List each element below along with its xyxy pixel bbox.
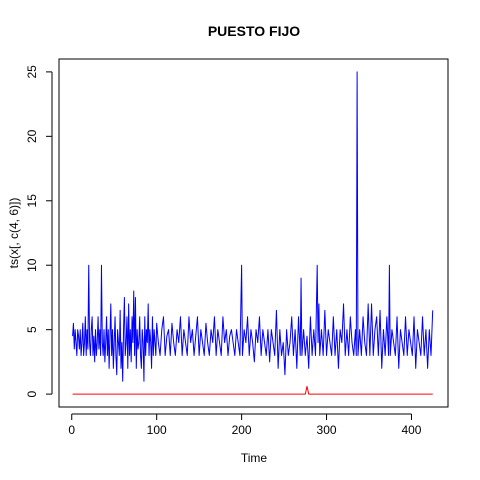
x-tick-label: 400	[401, 423, 421, 437]
y-tick-label: 20	[25, 129, 39, 143]
y-tick-label: 0	[25, 390, 39, 397]
y-tick-label: 10	[25, 258, 39, 272]
y-tick-label: 5	[25, 326, 39, 333]
x-tick-label: 200	[232, 423, 252, 437]
axes: 0 100 200 300 400 0 5 10 15 20 25	[25, 65, 422, 437]
y-tick-label: 15	[25, 194, 39, 208]
x-tick-label: 0	[68, 423, 75, 437]
series-line-1	[72, 71, 434, 382]
x-tick-label: 300	[317, 423, 337, 437]
chart-title: PUESTO FIJO	[208, 23, 300, 39]
y-axis-label: ts(x[, c(4, 6)])	[7, 198, 21, 269]
x-axis-label: Time	[241, 451, 268, 465]
series-layer	[72, 71, 434, 395]
x-tick-label: 100	[147, 423, 167, 437]
plot-frame	[58, 58, 449, 408]
series-line-2	[72, 385, 433, 395]
y-tick-label: 25	[25, 65, 39, 79]
